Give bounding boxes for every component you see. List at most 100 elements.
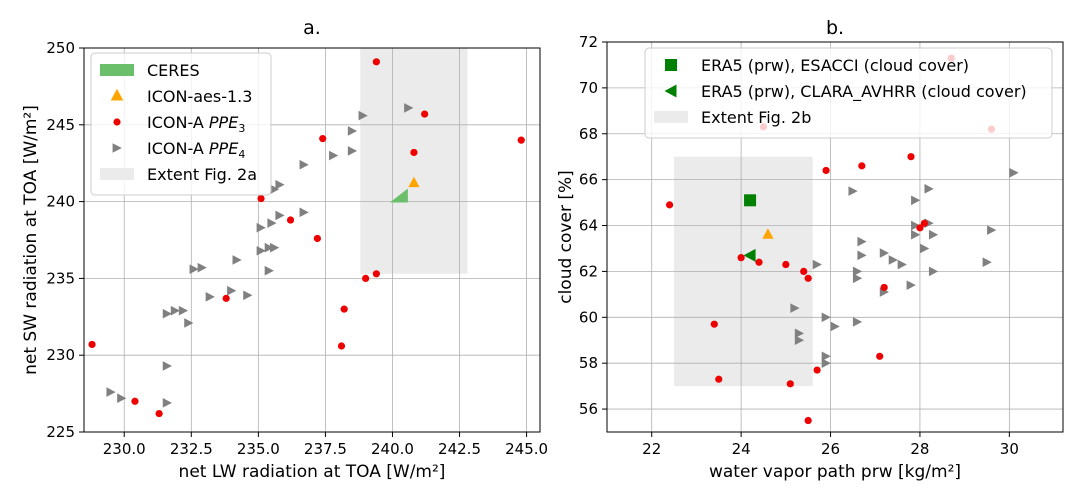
ppe3-point xyxy=(372,270,380,278)
ppe4-point xyxy=(794,328,805,339)
legend-extent-swatch xyxy=(100,168,134,180)
legend-label: Extent Fig. 2a xyxy=(147,165,257,184)
ppe3-point xyxy=(155,409,163,418)
ppe4-point xyxy=(888,255,898,265)
y-tick-label: 70 xyxy=(579,79,598,97)
y-tick-label: 225 xyxy=(46,423,75,441)
legend-extent-swatch xyxy=(654,111,688,123)
ppe4-point xyxy=(275,210,285,221)
clara-point xyxy=(743,248,756,262)
ppe4-point xyxy=(347,146,358,156)
ppe4-point xyxy=(162,308,172,319)
ppe4-point xyxy=(911,220,921,231)
y-tick-label: 60 xyxy=(579,308,598,326)
ppe4-point xyxy=(924,184,934,194)
x-tick-label: 232.5 xyxy=(170,440,213,458)
ppe4-point xyxy=(897,259,907,270)
x-tick-label: 28 xyxy=(910,440,929,458)
ppe3-point xyxy=(340,305,348,313)
ppe4-point xyxy=(184,318,194,328)
ppe4-point xyxy=(270,184,280,195)
legend-label: ERA5 (prw), CLARA_AVHRR (cloud cover) xyxy=(701,82,1027,102)
ppe4-point xyxy=(790,303,800,313)
ppe3-point xyxy=(362,274,370,282)
y-tick-label: 66 xyxy=(579,171,598,189)
y-tick-label: 64 xyxy=(579,217,598,235)
ppe3-point xyxy=(715,375,723,383)
ppe4-point xyxy=(404,103,414,113)
legend: ERA5 (prw), ESACCI (cloud cover) ERA5 (pr… xyxy=(644,47,1053,139)
ppe3-point xyxy=(319,135,327,143)
ppe4-point xyxy=(879,248,889,258)
ppe4-point xyxy=(270,242,280,253)
ppe3-point xyxy=(920,219,929,227)
ppe3-point xyxy=(804,416,812,425)
ppe4-point xyxy=(911,229,921,240)
ppe3-point xyxy=(257,194,265,203)
y-tick-label: 58 xyxy=(579,354,598,372)
ppe4-point xyxy=(920,243,930,254)
legend-label: ICON-A PPE3 xyxy=(147,113,245,135)
ppe4-point xyxy=(794,335,805,346)
legend-label-ppe: PPE xyxy=(209,113,239,132)
x-tick-label: 240.0 xyxy=(371,440,414,458)
ppe4-point xyxy=(821,358,831,368)
legend-label: ICON-aes-1.3 xyxy=(147,87,252,106)
legend-ceres-swatch xyxy=(100,64,134,76)
ppe3-point xyxy=(710,320,718,328)
ppe4-point xyxy=(256,222,266,233)
panel-title: a. xyxy=(303,17,321,39)
ppe4-point xyxy=(162,398,172,408)
x-tick-label: 235.0 xyxy=(237,440,280,458)
ppe4-point xyxy=(232,255,242,265)
x-axis-label: net LW radiation at TOA [W/m²] xyxy=(179,462,446,482)
y-tick-label: 235 xyxy=(46,269,75,287)
ppe3-point xyxy=(337,342,346,350)
ppe4-point xyxy=(852,266,863,277)
legend-label-main: ICON-A xyxy=(147,113,209,132)
x-tick-label: 26 xyxy=(821,440,840,458)
y-tick-label: 250 xyxy=(46,39,75,57)
legend-clara-marker xyxy=(664,84,677,98)
y-tick-label: 62 xyxy=(579,262,598,280)
panel-b: 22 24 26 28 30 56 58 60 62 64 66 68 70 72 b. water vapo… xyxy=(556,17,1064,482)
x-tick-label: 242.5 xyxy=(438,440,481,458)
ppe4-point xyxy=(267,218,277,228)
ppe4-point xyxy=(189,264,199,274)
ppe3-point xyxy=(421,110,429,118)
y-axis-label: net SW radiation at TOA [W/m²] xyxy=(21,105,41,375)
ceres-marker xyxy=(389,188,408,203)
ppe4-point xyxy=(178,305,189,316)
plot-area xyxy=(607,42,1063,432)
x-tick-label: 230.0 xyxy=(103,440,146,458)
ppe3-point xyxy=(88,340,96,349)
y-tick-label: 230 xyxy=(46,346,75,364)
ppe3-point xyxy=(286,216,295,224)
ppe3-point xyxy=(517,136,525,144)
esacci-point xyxy=(744,194,757,207)
ppe3-point xyxy=(858,162,866,170)
y-tick-label: 56 xyxy=(579,400,598,418)
y-tick-label: 68 xyxy=(579,125,598,143)
ppe4-point xyxy=(812,259,822,270)
ppe4-point xyxy=(358,110,368,121)
legend-label-main: ICON-A xyxy=(147,139,209,158)
ppe4-point xyxy=(928,266,939,277)
ppe3-point xyxy=(876,352,884,360)
legend-ppe3-marker xyxy=(113,118,121,126)
ppe3-point xyxy=(222,294,230,302)
ppe3-point xyxy=(131,397,139,405)
y-tick-label: 245 xyxy=(46,116,75,134)
ppe3-point xyxy=(737,254,745,262)
ppe4-point xyxy=(928,229,939,240)
ppe3-point xyxy=(755,258,763,266)
panel-a: 230.0 232.5 235.0 237.5 240.0 242.5 245.0 225 23… xyxy=(21,17,548,482)
ppe4-point xyxy=(830,321,840,332)
ppe4-point xyxy=(299,159,309,170)
ppe3-point xyxy=(907,153,915,161)
legend-box xyxy=(90,52,272,196)
ppe3-point xyxy=(410,148,418,157)
ppe3-point xyxy=(916,224,924,232)
x-tick-label: 237.5 xyxy=(304,440,347,458)
